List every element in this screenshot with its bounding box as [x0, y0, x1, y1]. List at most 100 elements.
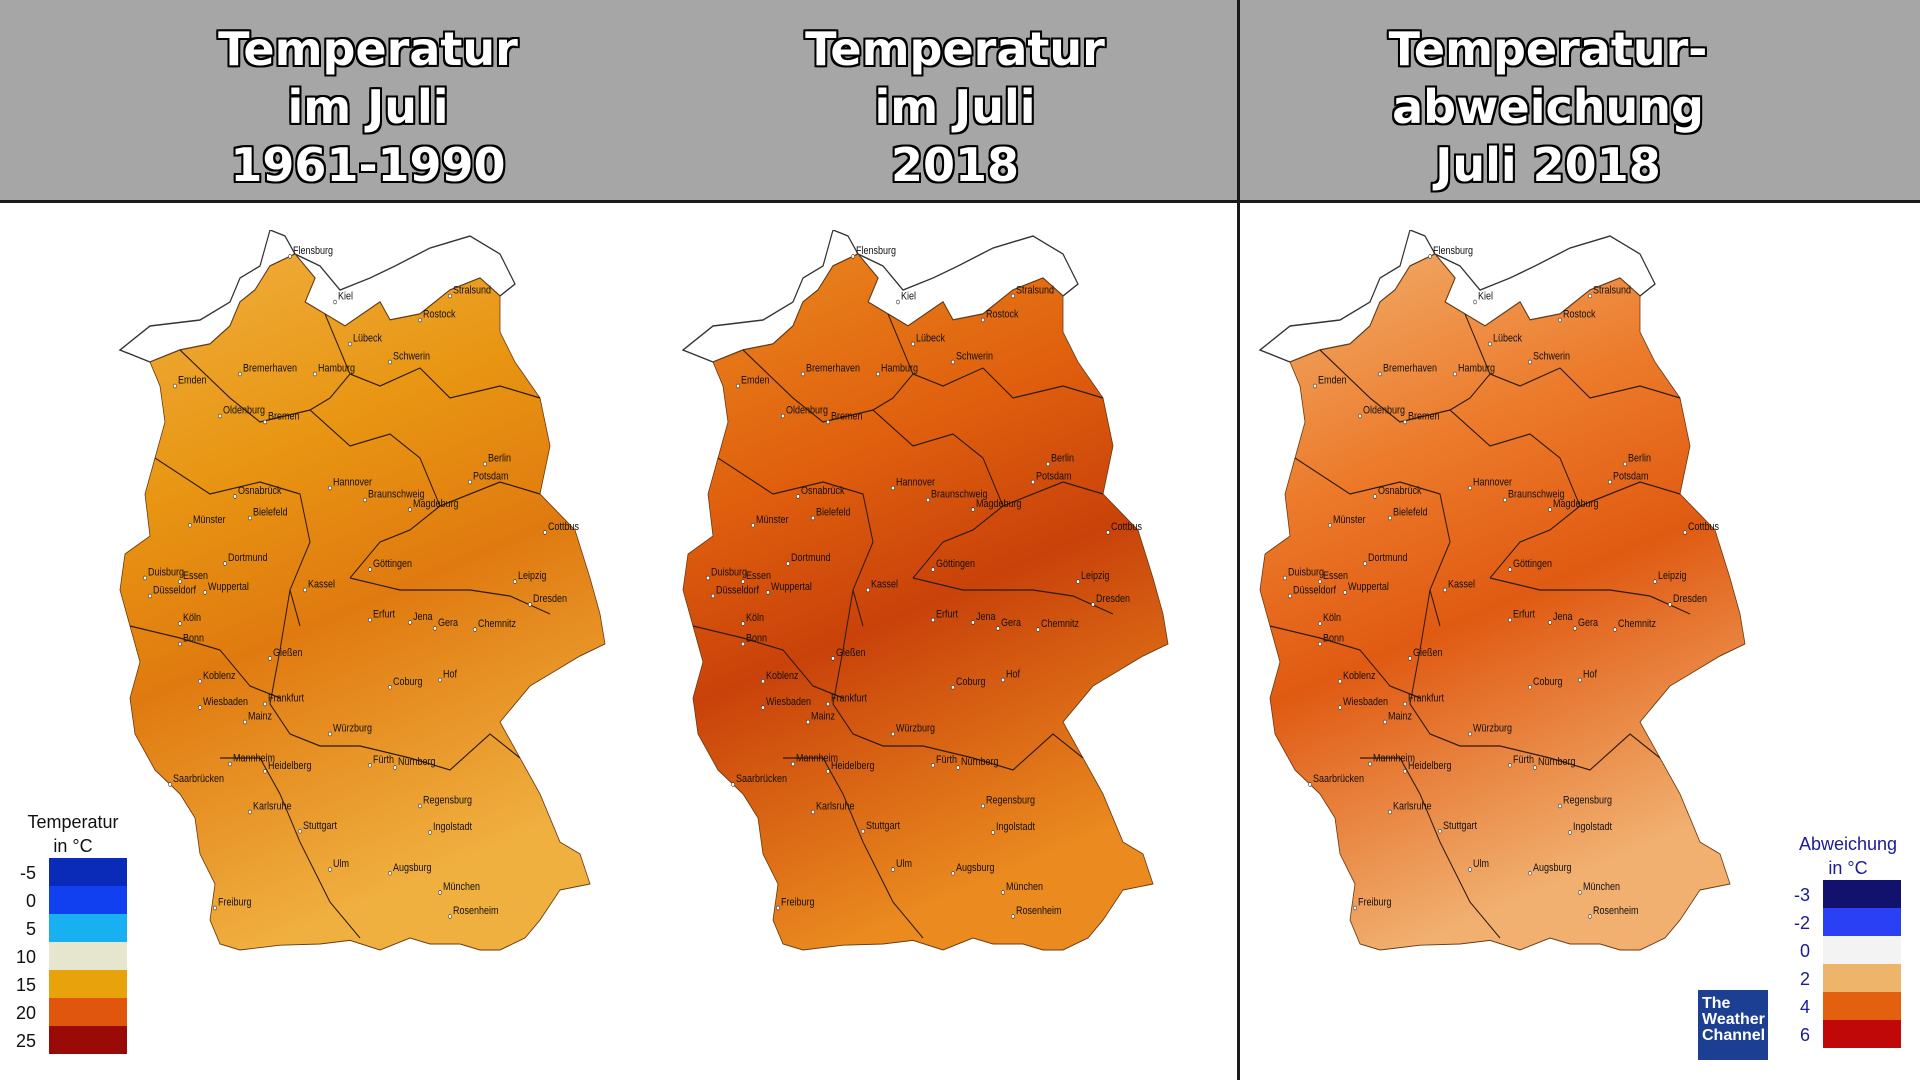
- city-label: Dortmund: [228, 553, 268, 565]
- city-marker: [263, 701, 267, 707]
- legend-title: Abweichung in °C: [1798, 834, 1898, 878]
- city-marker: [1313, 383, 1317, 389]
- city-label: Würzburg: [1473, 723, 1512, 735]
- city-marker: [931, 567, 935, 572]
- city-marker: [1508, 762, 1512, 768]
- city-marker: [731, 782, 735, 787]
- city-label: Wiesbaden: [1343, 697, 1388, 709]
- city-marker: [876, 371, 880, 377]
- state-border: [439, 481, 541, 507]
- state-border: [359, 733, 521, 771]
- city-label: Leipzig: [1658, 571, 1687, 583]
- city-marker: [1011, 293, 1015, 299]
- city-marker: [956, 765, 960, 770]
- city-marker: [1408, 656, 1412, 661]
- city-marker: [1588, 914, 1592, 919]
- city-label: Gera: [438, 617, 458, 629]
- legend-row: 5: [14, 914, 132, 942]
- city-marker: [991, 830, 995, 835]
- city-label: Duisburg: [711, 567, 747, 579]
- city-label: Leipzig: [1081, 571, 1110, 583]
- legend-row: 20: [14, 998, 132, 1026]
- city-label: Emden: [741, 375, 770, 387]
- city-label: Oldenburg: [223, 405, 265, 417]
- legend-row: -3: [1788, 880, 1908, 908]
- state-border: [1489, 577, 1691, 615]
- city-label: Duisburg: [148, 567, 184, 579]
- city-label: Rosenheim: [1016, 905, 1062, 917]
- city-label: Regensburg: [423, 795, 472, 807]
- city-marker: [433, 626, 437, 631]
- city-marker: [791, 761, 795, 767]
- state-border: [1360, 757, 1501, 939]
- city-label: Dresden: [533, 593, 567, 605]
- city-label: München: [1583, 881, 1620, 893]
- city-label: Stuttgart: [303, 820, 337, 832]
- city-label: Coburg: [1533, 676, 1563, 688]
- legend-temperature: Temperatur in °C -5 0 5 10 15 20 25: [14, 810, 132, 1054]
- city-marker: [368, 762, 372, 768]
- legend-row: -2: [1788, 908, 1908, 936]
- city-label: Saarbrücken: [736, 773, 787, 785]
- city-label: Augsburg: [1533, 862, 1572, 874]
- city-marker: [801, 371, 805, 377]
- city-marker: [1468, 731, 1472, 737]
- city-marker: [1358, 413, 1362, 419]
- legend-swatch: [49, 1026, 127, 1054]
- city-label: Lübeck: [353, 333, 382, 345]
- city-marker: [448, 914, 452, 919]
- city-label: Saarbrücken: [173, 773, 224, 785]
- city-label: Oldenburg: [786, 405, 828, 417]
- city-label: Osnabrück: [238, 485, 282, 497]
- city-marker: [188, 522, 192, 528]
- city-label: Nürnberg: [961, 757, 999, 769]
- state-border: [887, 313, 1104, 399]
- city-marker: [263, 768, 267, 774]
- city-marker: [203, 590, 207, 595]
- legend-row: 25: [14, 1026, 132, 1054]
- city-marker: [981, 803, 985, 809]
- city-label: Leipzig: [518, 571, 547, 583]
- germany-territory: [1259, 253, 1746, 951]
- city-label: Heidelberg: [831, 760, 875, 772]
- panel-title-2018: Temperatur im Juli 2018: [805, 22, 1105, 192]
- city-label: Frankfurt: [1408, 693, 1444, 705]
- city-label: Gießen: [836, 647, 866, 659]
- city-label: Dortmund: [791, 553, 831, 565]
- city-label: Kiel: [1478, 291, 1493, 303]
- city-label: Magdeburg: [1553, 499, 1599, 511]
- city-label: Bremerhaven: [1383, 363, 1437, 375]
- legend-label: 5: [25, 919, 36, 939]
- state-border: [1464, 313, 1681, 399]
- city-marker: [1288, 593, 1292, 599]
- city-marker: [473, 627, 477, 632]
- city-marker: [861, 828, 865, 834]
- germany-territory: [119, 253, 606, 951]
- city-marker: [1578, 677, 1582, 683]
- city-label: Mannheim: [233, 753, 275, 765]
- city-label: Duisburg: [1288, 567, 1324, 579]
- city-marker: [1588, 293, 1592, 299]
- legend-row: 10: [14, 942, 132, 970]
- city-marker: [971, 507, 975, 512]
- city-marker: [741, 641, 745, 647]
- city-label: Rostock: [986, 309, 1019, 321]
- city-label: Fürth: [936, 754, 957, 766]
- city-marker: [238, 371, 242, 377]
- city-marker: [143, 575, 147, 581]
- city-label: Göttingen: [1513, 559, 1552, 571]
- city-marker: [1403, 701, 1407, 707]
- city-label: Bremerhaven: [243, 363, 297, 375]
- city-marker: [1403, 419, 1407, 425]
- city-marker: [1373, 494, 1377, 499]
- city-marker: [736, 383, 740, 389]
- city-label: Augsburg: [393, 862, 432, 874]
- city-label: Würzburg: [896, 723, 935, 735]
- city-marker: [891, 731, 895, 737]
- city-marker: [896, 299, 900, 305]
- city-label: Fürth: [1513, 754, 1534, 766]
- state-border: [349, 577, 551, 615]
- city-marker: [1001, 890, 1005, 895]
- city-label: Koblenz: [203, 670, 236, 682]
- city-marker: [951, 684, 955, 690]
